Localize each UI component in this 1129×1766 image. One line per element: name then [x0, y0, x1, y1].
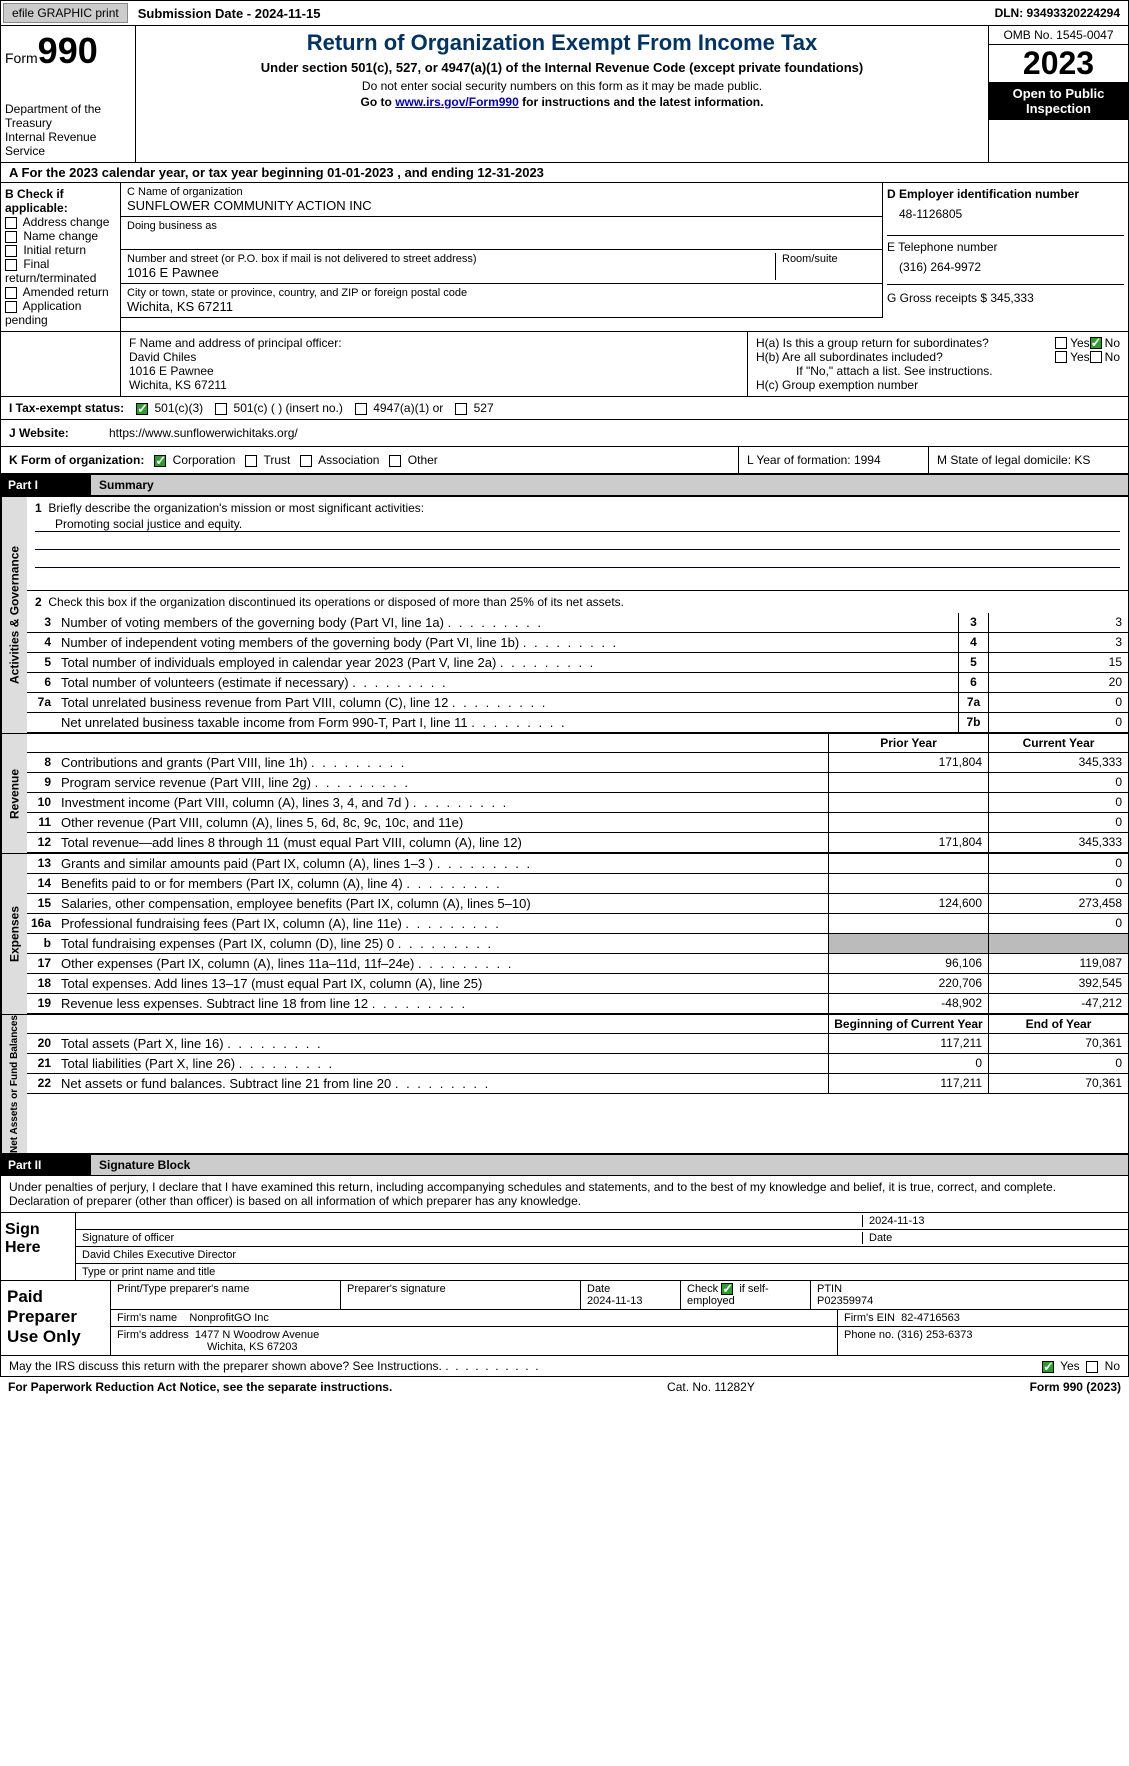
box-b-item: Final return/terminated	[5, 257, 116, 285]
dba-label: Doing business as	[127, 220, 876, 232]
summary-row: 19Revenue less expenses. Subtract line 1…	[27, 994, 1128, 1014]
officer-name: David Chiles	[129, 350, 739, 364]
section-a: A For the 2023 calendar year, or tax yea…	[0, 163, 1129, 183]
org-name: SUNFLOWER COMMUNITY ACTION INC	[127, 198, 876, 213]
hb-no[interactable]	[1090, 351, 1102, 363]
efile-print-button[interactable]: efile GRAPHIC print	[3, 3, 128, 23]
cat-no: Cat. No. 11282Y	[392, 1380, 1029, 1394]
row-j: J Website: https://www.sunflowerwichitak…	[0, 420, 1129, 447]
summary-row: 20Total assets (Part X, line 16) 117,211…	[27, 1034, 1128, 1054]
irs-label: Internal Revenue Service	[5, 130, 131, 158]
row-k: K Form of organization: Corporation Trus…	[0, 447, 1129, 474]
summary-row: 10Investment income (Part VIII, column (…	[27, 793, 1128, 813]
year-formation: L Year of formation: 1994	[738, 447, 928, 473]
ptin: P02359974	[817, 1295, 873, 1307]
firm-ein: 82-4716563	[901, 1312, 960, 1324]
mission: Promoting social justice and equity.	[35, 515, 1120, 532]
summary-row: 13Grants and similar amounts paid (Part …	[27, 854, 1128, 874]
box-b: B Check if applicable: Address change Na…	[1, 183, 121, 331]
gross-receipts: G Gross receipts $ 345,333	[887, 291, 1124, 305]
corp-check[interactable]	[154, 455, 166, 467]
summary-row: 8Contributions and grants (Part VIII, li…	[27, 753, 1128, 773]
submission-date: Submission Date - 2024-11-15	[130, 4, 329, 23]
form-subtitle-1: Under section 501(c), 527, or 4947(a)(1)…	[140, 60, 984, 75]
self-emp-check[interactable]	[721, 1283, 733, 1295]
summary-row: 15Salaries, other compensation, employee…	[27, 894, 1128, 914]
omb-number: OMB No. 1545-0047	[989, 26, 1128, 45]
open-public: Open to Public Inspection	[989, 82, 1128, 120]
firm-phone: (316) 253-6373	[897, 1329, 972, 1341]
box-b-item: Application pending	[5, 299, 116, 327]
dept-treasury: Department of the Treasury	[5, 102, 131, 130]
discuss-no[interactable]	[1086, 1361, 1098, 1373]
box-b-item: Address change	[5, 215, 116, 229]
dln: DLN: 93493320224294	[987, 4, 1128, 22]
summary-row: Net unrelated business taxable income fr…	[27, 713, 1128, 733]
501c3-check[interactable]	[136, 403, 148, 415]
hb-yes[interactable]	[1055, 351, 1067, 363]
summary-row: 16aProfessional fundraising fees (Part I…	[27, 914, 1128, 934]
sig-date: 2024-11-13	[862, 1215, 1122, 1227]
row-i: I Tax-exempt status: 501(c)(3) 501(c) ( …	[0, 397, 1129, 420]
firm-name: NonprofitGO Inc	[189, 1312, 268, 1324]
ha-yes[interactable]	[1055, 337, 1067, 349]
org-city: Wichita, KS 67211	[127, 299, 876, 314]
summary-row: 21Total liabilities (Part X, line 26) 00	[27, 1054, 1128, 1074]
summary-row: 9Program service revenue (Part VIII, lin…	[27, 773, 1128, 793]
box-b-item: Amended return	[5, 285, 116, 299]
paperwork-row: For Paperwork Reduction Act Notice, see …	[0, 1377, 1129, 1397]
summary-netassets: Net Assets or Fund Balances Beginning of…	[0, 1015, 1129, 1154]
prep-date: 2024-11-13	[587, 1295, 642, 1307]
summary-row: 6Total number of volunteers (estimate if…	[27, 673, 1128, 693]
tax-year: 2023	[989, 45, 1128, 82]
form-header: Form990 Department of the Treasury Inter…	[0, 26, 1129, 163]
website: https://www.sunflowerwichitaks.org/	[101, 420, 1128, 446]
org-address: 1016 E Pawnee	[127, 265, 775, 280]
discuss-yes[interactable]	[1042, 1361, 1054, 1373]
firm-addr1: 1477 N Woodrow Avenue	[195, 1329, 319, 1341]
info-grid: B Check if applicable: Address change Na…	[0, 183, 1129, 332]
summary-expenses: Expenses 13Grants and similar amounts pa…	[0, 854, 1129, 1015]
box-b-item: Name change	[5, 229, 116, 243]
ha-no[interactable]	[1090, 337, 1102, 349]
summary-row: 18Total expenses. Add lines 13–17 (must …	[27, 974, 1128, 994]
summary-row: 5Total number of individuals employed in…	[27, 653, 1128, 673]
form-footer: Form 990 (2023)	[1030, 1380, 1121, 1394]
summary-row: 11Other revenue (Part VIII, column (A), …	[27, 813, 1128, 833]
form-title: Return of Organization Exempt From Incom…	[140, 30, 984, 56]
telephone: (316) 264-9972	[887, 254, 1124, 280]
row-fh: F Name and address of principal officer:…	[0, 332, 1129, 397]
summary-row: 3Number of voting members of the governi…	[27, 613, 1128, 633]
summary-row: bTotal fundraising expenses (Part IX, co…	[27, 934, 1128, 954]
part1-header: Part I Summary	[0, 474, 1129, 496]
officer-sig: David Chiles Executive Director	[82, 1249, 236, 1261]
form-word: Form	[5, 50, 38, 66]
part2-header: Part II Signature Block	[0, 1154, 1129, 1176]
discuss-row: May the IRS discuss this return with the…	[0, 1356, 1129, 1377]
ein: 48-1126805	[887, 201, 1124, 227]
summary-row: 17Other expenses (Part IX, column (A), l…	[27, 954, 1128, 974]
summary-row: 22Net assets or fund balances. Subtract …	[27, 1074, 1128, 1094]
summary-row: 12Total revenue—add lines 8 through 11 (…	[27, 833, 1128, 853]
state-domicile: M State of legal domicile: KS	[928, 447, 1128, 473]
summary-row: 4Number of independent voting members of…	[27, 633, 1128, 653]
signature-block: Under penalties of perjury, I declare th…	[0, 1176, 1129, 1281]
form-subtitle-2: Do not enter social security numbers on …	[140, 79, 984, 93]
summary-governance: Activities & Governance 1 Briefly descri…	[0, 496, 1129, 734]
form-subtitle-3: Go to www.irs.gov/Form990 for instructio…	[140, 95, 984, 109]
preparer-block: Paid Preparer Use Only Print/Type prepar…	[0, 1281, 1129, 1356]
summary-row: 14Benefits paid to or for members (Part …	[27, 874, 1128, 894]
irs-link[interactable]: www.irs.gov/Form990	[395, 95, 519, 109]
box-b-item: Initial return	[5, 243, 116, 257]
form-number: 990	[38, 30, 98, 71]
summary-row: 7aTotal unrelated business revenue from …	[27, 693, 1128, 713]
topbar: efile GRAPHIC print Submission Date - 20…	[0, 0, 1129, 26]
summary-revenue: Revenue Prior YearCurrent Year 8Contribu…	[0, 734, 1129, 854]
